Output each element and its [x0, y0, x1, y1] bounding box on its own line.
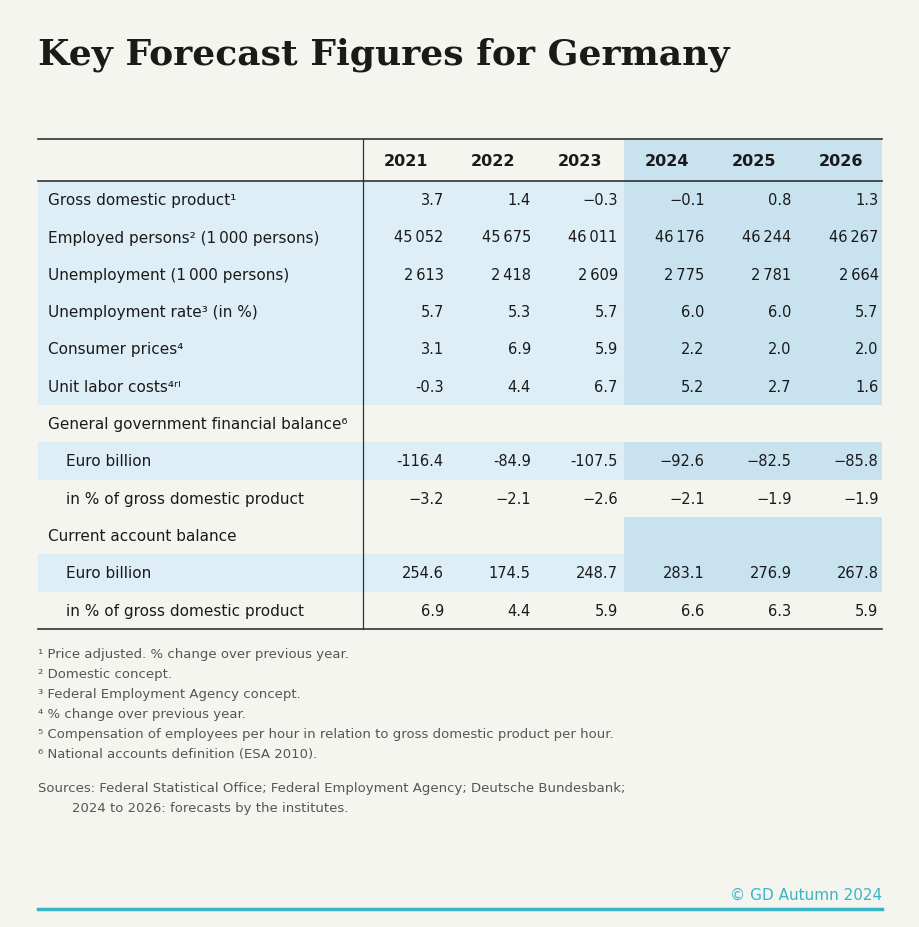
Text: 5.9: 5.9	[594, 603, 617, 618]
Text: −0.1: −0.1	[668, 193, 704, 208]
Text: Unit labor costs⁴ʳᴵ: Unit labor costs⁴ʳᴵ	[48, 379, 181, 394]
Text: 1.6: 1.6	[855, 379, 878, 394]
Text: 0.8: 0.8	[767, 193, 790, 208]
Text: 46 267: 46 267	[828, 230, 878, 246]
Text: 2 613: 2 613	[403, 268, 443, 283]
Text: 5.9: 5.9	[594, 342, 617, 357]
Text: −82.5: −82.5	[746, 454, 790, 469]
Text: Unemployment rate³ (in %): Unemployment rate³ (in %)	[48, 305, 257, 320]
Text: 2024: 2024	[644, 153, 688, 169]
Text: 5.7: 5.7	[855, 305, 878, 320]
Text: −3.2: −3.2	[408, 491, 443, 506]
Text: 2.0: 2.0	[767, 342, 790, 357]
Text: 46 244: 46 244	[742, 230, 790, 246]
Text: −92.6: −92.6	[659, 454, 704, 469]
Text: 3.7: 3.7	[420, 193, 443, 208]
Text: Key Forecast Figures for Germany: Key Forecast Figures for Germany	[38, 38, 729, 72]
Text: ⁴ % change over previous year.: ⁴ % change over previous year.	[38, 707, 245, 720]
Text: 248.7: 248.7	[575, 565, 617, 581]
Text: 2025: 2025	[732, 153, 776, 169]
Text: 283.1: 283.1	[663, 565, 704, 581]
Text: 267.8: 267.8	[835, 565, 878, 581]
Text: 45 052: 45 052	[394, 230, 443, 246]
Text: 2 781: 2 781	[751, 268, 790, 283]
Text: −2.1: −2.1	[494, 491, 530, 506]
Text: 4.4: 4.4	[507, 603, 530, 618]
Text: 6.3: 6.3	[767, 603, 790, 618]
Text: in % of gross domestic product: in % of gross domestic product	[66, 491, 303, 506]
Text: −0.3: −0.3	[582, 193, 617, 208]
Text: Euro billion: Euro billion	[66, 454, 151, 469]
Text: 2 609: 2 609	[577, 268, 617, 283]
Text: Current account balance: Current account balance	[48, 528, 236, 543]
Text: in % of gross domestic product: in % of gross domestic product	[66, 603, 303, 618]
Text: -107.5: -107.5	[570, 454, 617, 469]
Text: ⁶ National accounts definition (ESA 2010).: ⁶ National accounts definition (ESA 2010…	[38, 747, 317, 760]
Text: 46 011: 46 011	[568, 230, 617, 246]
Text: Euro billion: Euro billion	[66, 565, 151, 581]
Text: 276.9: 276.9	[749, 565, 790, 581]
Text: 2.0: 2.0	[854, 342, 878, 357]
Text: 6.0: 6.0	[767, 305, 790, 320]
Text: 5.3: 5.3	[507, 305, 530, 320]
Text: Unemployment (1 000 persons): Unemployment (1 000 persons)	[48, 268, 289, 283]
Text: Gross domestic product¹: Gross domestic product¹	[48, 193, 236, 208]
Text: 2.2: 2.2	[680, 342, 704, 357]
Text: 3.1: 3.1	[420, 342, 443, 357]
Text: 2 664: 2 664	[837, 268, 878, 283]
Text: Employed persons² (1 000 persons): Employed persons² (1 000 persons)	[48, 230, 319, 246]
Text: 1.3: 1.3	[855, 193, 878, 208]
Text: 46 176: 46 176	[654, 230, 704, 246]
Text: −85.8: −85.8	[833, 454, 878, 469]
Text: −1.9: −1.9	[842, 491, 878, 506]
Text: 5.7: 5.7	[594, 305, 617, 320]
Text: 2022: 2022	[471, 153, 515, 169]
Text: © GD Autumn 2024: © GD Autumn 2024	[729, 886, 881, 902]
Text: ² Domestic concept.: ² Domestic concept.	[38, 667, 172, 680]
Text: −1.9: −1.9	[755, 491, 790, 506]
Text: 2023: 2023	[558, 153, 602, 169]
Text: ⁵ Compensation of employees per hour in relation to gross domestic product per h: ⁵ Compensation of employees per hour in …	[38, 727, 613, 740]
Text: 45 675: 45 675	[481, 230, 530, 246]
Text: −2.1: −2.1	[668, 491, 704, 506]
Text: 1.4: 1.4	[507, 193, 530, 208]
Text: 6.9: 6.9	[420, 603, 443, 618]
Text: 174.5: 174.5	[488, 565, 530, 581]
Text: 6.9: 6.9	[507, 342, 530, 357]
Text: Sources: Federal Statistical Office; Federal Employment Agency; Deutsche Bundesb: Sources: Federal Statistical Office; Fed…	[38, 781, 625, 794]
Text: 2.7: 2.7	[767, 379, 790, 394]
Text: 6.6: 6.6	[681, 603, 704, 618]
Text: 5.9: 5.9	[855, 603, 878, 618]
Text: 6.0: 6.0	[681, 305, 704, 320]
Text: ³ Federal Employment Agency concept.: ³ Federal Employment Agency concept.	[38, 687, 301, 700]
Text: 2 418: 2 418	[490, 268, 530, 283]
Text: 2 775: 2 775	[664, 268, 704, 283]
Text: 254.6: 254.6	[402, 565, 443, 581]
Text: ¹ Price adjusted. % change over previous year.: ¹ Price adjusted. % change over previous…	[38, 647, 348, 660]
Text: -116.4: -116.4	[396, 454, 443, 469]
Text: 2021: 2021	[384, 153, 428, 169]
Text: 6.7: 6.7	[594, 379, 617, 394]
Text: Consumer prices⁴: Consumer prices⁴	[48, 342, 183, 357]
Text: 2024 to 2026: forecasts by the institutes.: 2024 to 2026: forecasts by the institute…	[38, 801, 348, 814]
Text: 4.4: 4.4	[507, 379, 530, 394]
Text: −2.6: −2.6	[582, 491, 617, 506]
Text: 5.7: 5.7	[420, 305, 443, 320]
Text: -0.3: -0.3	[414, 379, 443, 394]
Text: 2026: 2026	[818, 153, 862, 169]
Text: -84.9: -84.9	[493, 454, 530, 469]
Text: 5.2: 5.2	[681, 379, 704, 394]
Text: General government financial balance⁶: General government financial balance⁶	[48, 417, 347, 432]
